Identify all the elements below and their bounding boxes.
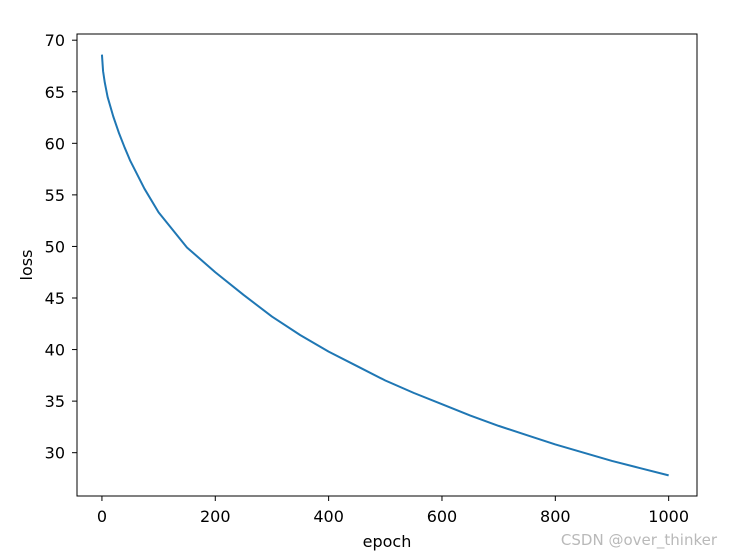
watermark: CSDN @over_thinker xyxy=(560,531,717,549)
x-tick-label: 800 xyxy=(540,507,571,526)
x-tick-label: 400 xyxy=(313,507,344,526)
plot-frame xyxy=(76,33,698,497)
y-tick-label: 55 xyxy=(45,186,65,205)
x-axis-title: epoch xyxy=(363,532,412,551)
x-tick-label: 600 xyxy=(427,507,458,526)
y-tick-label: 45 xyxy=(45,289,65,308)
loss-line xyxy=(100,54,669,477)
y-tick-label: 40 xyxy=(45,341,65,360)
y-axis: 30 35 40 45 50 55 60 65 70 xyxy=(45,31,77,463)
y-tick-label: 70 xyxy=(45,31,65,50)
x-tick-label: 0 xyxy=(97,507,107,526)
x-tick-label: 200 xyxy=(200,507,231,526)
y-tick-label: 30 xyxy=(45,444,65,463)
y-tick-label: 50 xyxy=(45,237,65,256)
y-tick-label: 35 xyxy=(45,392,65,411)
y-tick-label: 60 xyxy=(45,134,65,153)
x-tick-label: 1000 xyxy=(648,507,689,526)
y-axis-title: loss xyxy=(17,250,36,281)
x-axis: 0 200 400 600 800 1000 xyxy=(97,496,689,526)
y-tick-label: 65 xyxy=(45,83,65,102)
